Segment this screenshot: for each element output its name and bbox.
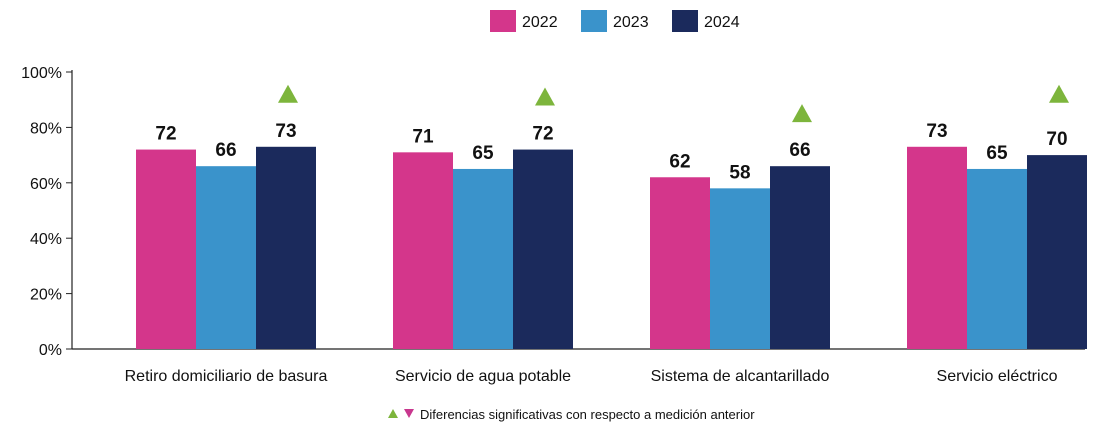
data-label: 65 [986, 143, 1008, 164]
significance-up-icon [1049, 84, 1069, 103]
footnote-down-triangle-icon [404, 409, 414, 418]
y-tick-label: 20% [30, 287, 62, 304]
data-label: 73 [926, 121, 947, 142]
y-tick-label: 80% [30, 120, 62, 137]
data-label: 71 [412, 126, 434, 147]
bar-2024-cat-3 [1027, 155, 1087, 349]
bar-2022-cat-2 [650, 177, 710, 349]
bar-2024-cat-0 [256, 146, 316, 349]
data-label: 72 [155, 124, 176, 145]
x-category-label: Servicio de agua potable [395, 368, 571, 385]
y-tick-label: 100% [21, 65, 62, 82]
data-label: 66 [215, 140, 236, 161]
significance-up-icon [278, 84, 298, 103]
data-label: 72 [532, 124, 553, 145]
bar-2022-cat-0 [136, 149, 196, 349]
data-label: 66 [789, 140, 810, 161]
bar-2024-cat-2 [770, 166, 830, 349]
x-category-label: Servicio eléctrico [937, 368, 1058, 385]
bar-2024-cat-1 [513, 149, 573, 349]
footnote-text: Diferencias significativas con respecto … [420, 407, 755, 422]
data-label: 73 [275, 121, 296, 142]
legend-label: 2023 [613, 14, 649, 31]
x-category-label: Retiro domiciliario de basura [125, 368, 328, 385]
data-label: 65 [472, 143, 494, 164]
legend-label: 2022 [522, 14, 558, 31]
x-category-label: Sistema de alcantarillado [651, 368, 830, 385]
y-tick-label: 40% [30, 231, 62, 248]
bar-2022-cat-1 [393, 152, 453, 349]
legend-label: 2024 [704, 14, 740, 31]
data-label: 70 [1046, 129, 1067, 150]
footnote-up-triangle-icon [388, 409, 398, 418]
legend-swatch-2022 [490, 10, 516, 32]
legend-swatch-2024 [672, 10, 698, 32]
bar-2023-cat-2 [710, 188, 770, 349]
y-tick-label: 0% [39, 342, 62, 359]
y-tick-label: 60% [30, 176, 62, 193]
significance-up-icon [535, 87, 555, 106]
significance-up-icon [792, 104, 812, 123]
bar-2022-cat-3 [907, 146, 967, 349]
data-label: 58 [729, 162, 750, 183]
data-label: 62 [669, 151, 690, 172]
bar-2023-cat-0 [196, 166, 256, 349]
bar-2023-cat-1 [453, 168, 513, 349]
legend-swatch-2023 [581, 10, 607, 32]
bar-2023-cat-3 [967, 168, 1027, 349]
